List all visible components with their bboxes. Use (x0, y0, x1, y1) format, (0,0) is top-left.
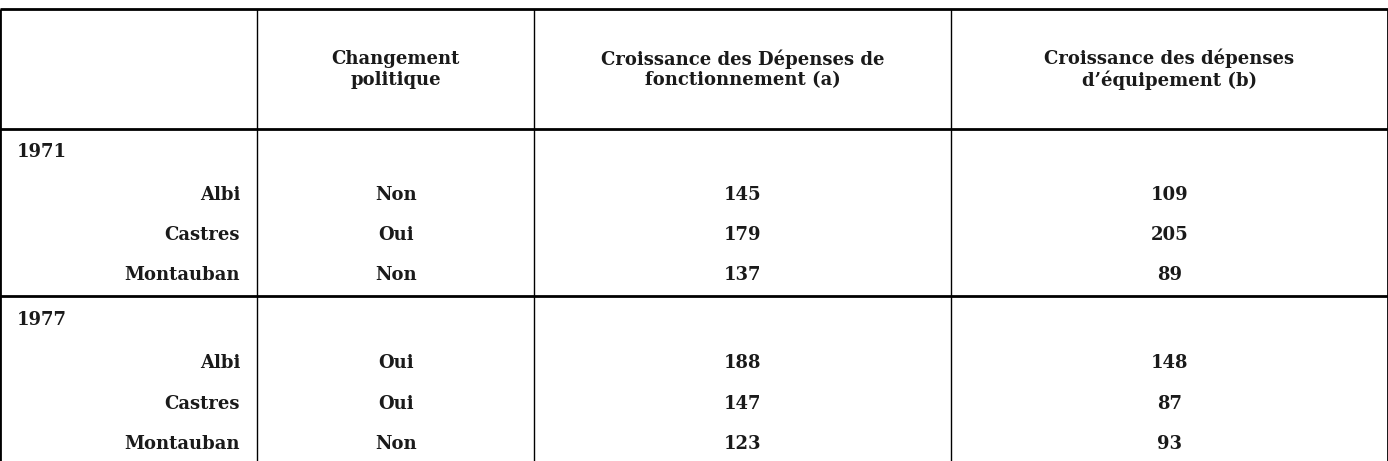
Text: Montauban: Montauban (125, 435, 240, 453)
Text: 87: 87 (1156, 395, 1183, 413)
Text: Montauban: Montauban (125, 266, 240, 284)
Text: 147: 147 (723, 395, 762, 413)
Text: 137: 137 (723, 266, 762, 284)
Text: Non: Non (375, 186, 416, 204)
Text: Castres: Castres (165, 395, 240, 413)
Text: Albi: Albi (200, 355, 240, 372)
Text: 145: 145 (723, 186, 762, 204)
Text: Oui: Oui (378, 355, 414, 372)
Text: Castres: Castres (165, 226, 240, 244)
Text: 188: 188 (723, 355, 762, 372)
Text: Croissance des Dépenses de
fonctionnement (a): Croissance des Dépenses de fonctionnemen… (601, 49, 884, 89)
Text: Non: Non (375, 435, 416, 453)
Text: 1977: 1977 (17, 311, 67, 330)
Text: Albi: Albi (200, 186, 240, 204)
Text: Oui: Oui (378, 395, 414, 413)
Text: 1971: 1971 (17, 143, 67, 161)
Text: 89: 89 (1156, 266, 1183, 284)
Text: Croissance des dépenses
d’équipement (b): Croissance des dépenses d’équipement (b) (1044, 48, 1295, 90)
Text: Oui: Oui (378, 226, 414, 244)
Text: Changement
politique: Changement politique (332, 50, 459, 89)
Text: 148: 148 (1151, 355, 1188, 372)
Text: 179: 179 (723, 226, 762, 244)
Text: 205: 205 (1151, 226, 1188, 244)
Text: 123: 123 (723, 435, 762, 453)
Text: 93: 93 (1156, 435, 1183, 453)
Text: Non: Non (375, 266, 416, 284)
Text: 109: 109 (1151, 186, 1188, 204)
